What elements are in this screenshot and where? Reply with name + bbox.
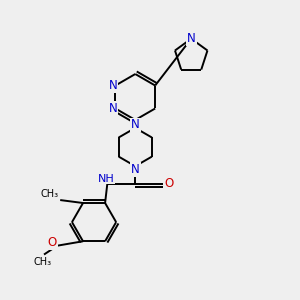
Text: N: N xyxy=(109,79,117,92)
Text: N: N xyxy=(131,163,140,176)
Text: CH₃: CH₃ xyxy=(34,257,52,267)
Text: O: O xyxy=(164,177,174,190)
Text: O: O xyxy=(47,236,57,249)
Text: NH: NH xyxy=(98,174,114,184)
Text: N: N xyxy=(131,118,140,131)
Text: N: N xyxy=(187,32,196,45)
Text: CH₃: CH₃ xyxy=(40,189,59,199)
Text: N: N xyxy=(109,102,117,115)
